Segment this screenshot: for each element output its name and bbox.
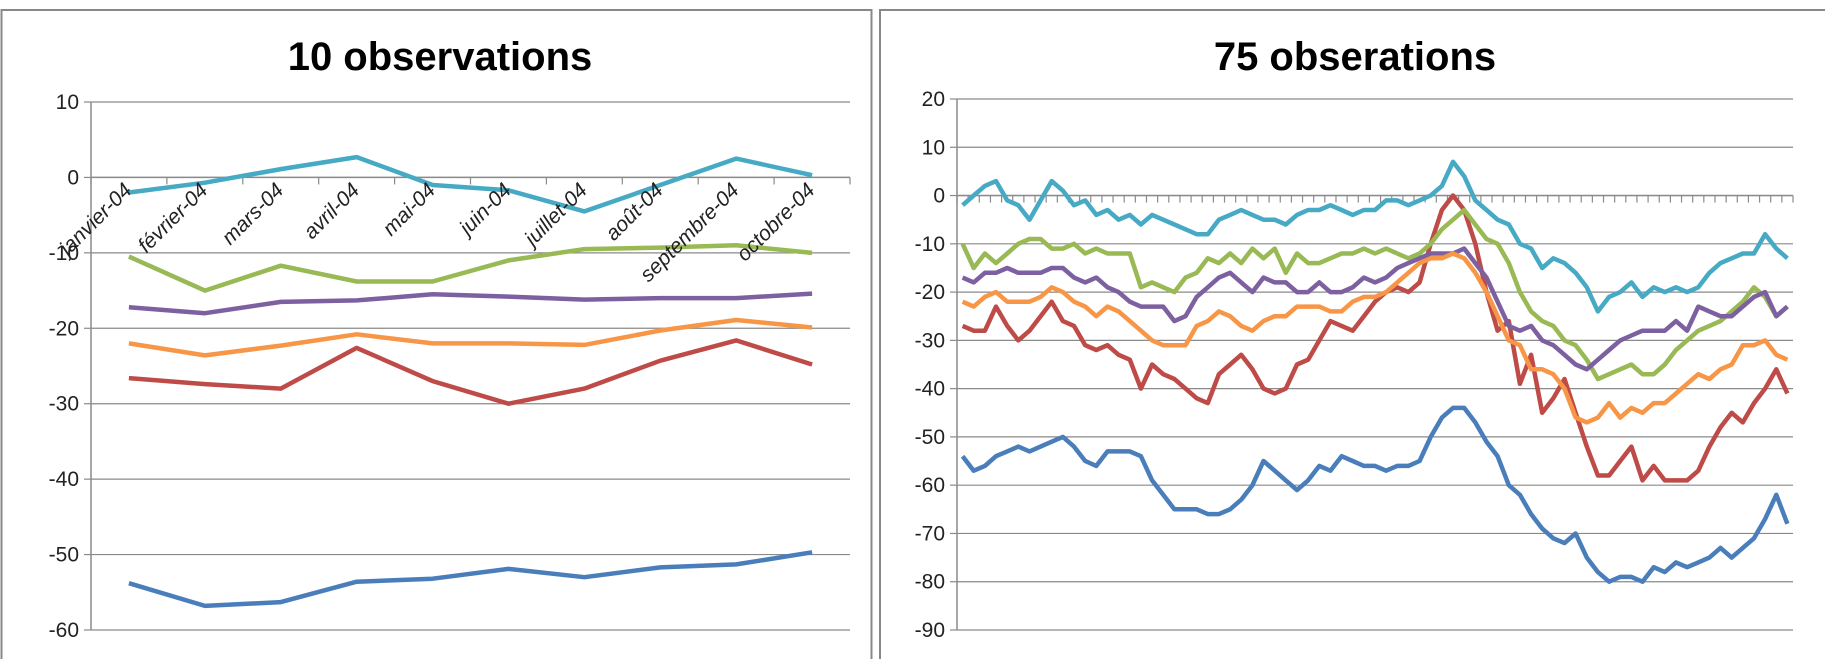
y-tick-label: -60 (915, 474, 945, 497)
line-series (128, 338, 813, 406)
y-tick-label: -40 (915, 378, 945, 401)
line-series (960, 405, 1790, 584)
panel-border (879, 9, 1825, 664)
y-tick-label: -10 (915, 233, 945, 256)
y-tick-label: -20 (915, 281, 945, 304)
line-series (128, 291, 813, 316)
y-tick-label: 10 (56, 91, 79, 114)
line-series (128, 154, 813, 214)
x-tick-label: août-04 (601, 179, 668, 246)
y-tick-label: -90 (915, 619, 945, 642)
x-tick-label: janvier-04 (53, 179, 136, 262)
line-series (128, 317, 813, 358)
line-series (961, 246, 1789, 372)
y-tick-label: -60 (49, 619, 79, 642)
line-series (127, 243, 813, 293)
y-tick-label: -70 (915, 522, 945, 545)
line-series (960, 207, 1789, 382)
y-tick-label: -50 (49, 544, 79, 567)
x-tick-label: mai-04 (378, 179, 440, 241)
x-tick-label: juillet-04 (518, 179, 592, 253)
y-tick-label: 0 (67, 166, 79, 189)
chart-title: 75 obserations (1214, 35, 1496, 79)
y-tick-label: -50 (915, 426, 945, 449)
y-tick-label: -40 (49, 468, 79, 491)
y-tick-label: 0 (933, 185, 945, 208)
y-tick-label: 20 (922, 88, 945, 111)
x-tick-label: avril-04 (299, 179, 364, 244)
line-series (961, 251, 1789, 425)
y-tick-label: -30 (49, 393, 79, 416)
panel-border (0, 9, 873, 664)
line-series (961, 159, 1789, 314)
line-series (961, 193, 1790, 483)
chart-title: 10 observations (288, 35, 593, 79)
y-tick-label: -10 (49, 242, 79, 265)
y-tick-label: 10 (922, 136, 945, 159)
y-tick-label: -30 (915, 329, 945, 352)
y-tick-label: -20 (49, 317, 79, 340)
x-tick-label: mars-04 (218, 179, 289, 250)
y-tick-label: -80 (915, 571, 945, 594)
line-series (128, 550, 813, 609)
